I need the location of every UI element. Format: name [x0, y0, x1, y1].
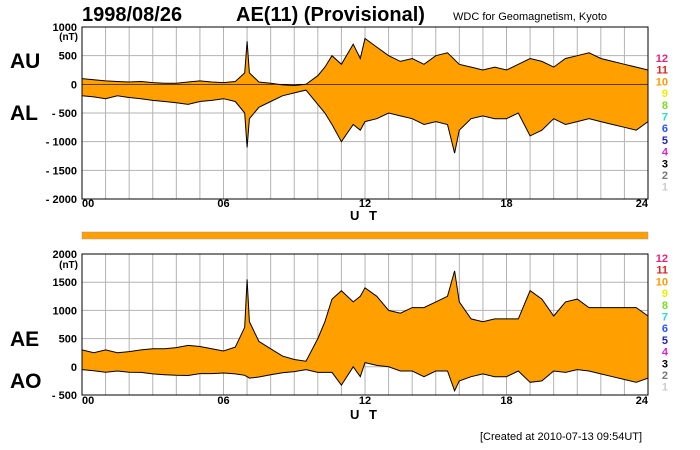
- x-axis-label: U T: [350, 208, 380, 223]
- series-line-ao: [81, 362, 649, 393]
- unit-label: (nT): [59, 32, 78, 43]
- legend-count-5: 5: [662, 335, 668, 347]
- legend-count-11: 11: [656, 65, 668, 77]
- y-tick-label: - 2000: [46, 194, 77, 206]
- legend-count-7: 7: [662, 112, 668, 124]
- legend-count-4: 4: [662, 347, 669, 359]
- legend-count-1: 1: [662, 382, 668, 394]
- y-tick-label: 1000: [53, 305, 77, 317]
- legend-count-7: 7: [662, 312, 668, 324]
- x-tick-label: 24: [636, 395, 649, 407]
- chart-title: AE(11) (Provisional): [236, 4, 425, 26]
- ao-label: AO: [10, 370, 42, 393]
- al-label: AL: [10, 102, 38, 125]
- legend-count-10: 10: [656, 76, 668, 88]
- x-tick-label: 18: [500, 198, 512, 210]
- legend-count-6: 6: [662, 323, 668, 335]
- legend-count-3: 3: [662, 358, 668, 370]
- x-tick-label: 12: [359, 395, 371, 407]
- legend-count-8: 8: [662, 100, 668, 112]
- x-tick-label: 06: [217, 198, 229, 210]
- series-line-au: [81, 37, 649, 87]
- y-tick-label: 0: [71, 362, 77, 374]
- x-tick-label: 00: [82, 198, 94, 210]
- legend-count-6: 6: [662, 123, 668, 135]
- source-label: WDC for Geomagnetism, Kyoto: [453, 11, 608, 23]
- legend-count-3: 3: [662, 158, 668, 170]
- x-tick-label: 24: [636, 198, 649, 210]
- legend-count-1: 1: [662, 182, 668, 194]
- legend-count-9: 9: [662, 288, 668, 300]
- series-line-ae: [81, 270, 649, 362]
- axis-frame: [81, 26, 649, 200]
- legend-count-9: 9: [662, 88, 668, 100]
- x-tick-label: 00: [82, 395, 94, 407]
- band-fill: [82, 270, 648, 391]
- y-tick-label: 1000: [53, 22, 77, 34]
- x-tick-label: 18: [500, 395, 512, 407]
- ae-label: AE: [10, 328, 40, 351]
- y-tick-label: - 1000: [46, 137, 77, 149]
- legend-count-11: 11: [656, 265, 668, 277]
- y-tick-label: - 500: [52, 390, 77, 402]
- y-tick-label: 2000: [53, 249, 77, 261]
- legend-count-10: 10: [656, 276, 668, 288]
- legend-count-5: 5: [662, 135, 668, 147]
- availability-bar: [81, 231, 649, 240]
- y-tick-label: 500: [59, 334, 77, 346]
- legend-count-12: 12: [656, 53, 668, 65]
- x-tick-label: 06: [217, 395, 229, 407]
- y-tick-label: - 1500: [46, 165, 77, 177]
- y-tick-label: 500: [59, 51, 77, 63]
- band-fill: [82, 38, 648, 154]
- legend-count-4: 4: [662, 147, 669, 159]
- y-tick-label: 1500: [53, 277, 77, 289]
- unit-label: (nT): [59, 260, 78, 271]
- au-label: AU: [10, 50, 41, 73]
- legend-count-12: 12: [656, 253, 668, 265]
- y-tick-label: - 500: [52, 108, 77, 120]
- date-label: 1998/08/26: [82, 4, 183, 26]
- legend-count-2: 2: [662, 170, 668, 182]
- legend-count-2: 2: [662, 370, 668, 382]
- series-line-al: [81, 89, 649, 154]
- x-axis-label: U T: [350, 407, 380, 422]
- y-tick-label: 0: [71, 79, 77, 91]
- axis-frame: [81, 253, 649, 396]
- x-tick-label: 12: [359, 198, 371, 210]
- legend-count-8: 8: [662, 300, 668, 312]
- created-timestamp: [Created at 2010-07-13 09:54UT]: [480, 431, 643, 443]
